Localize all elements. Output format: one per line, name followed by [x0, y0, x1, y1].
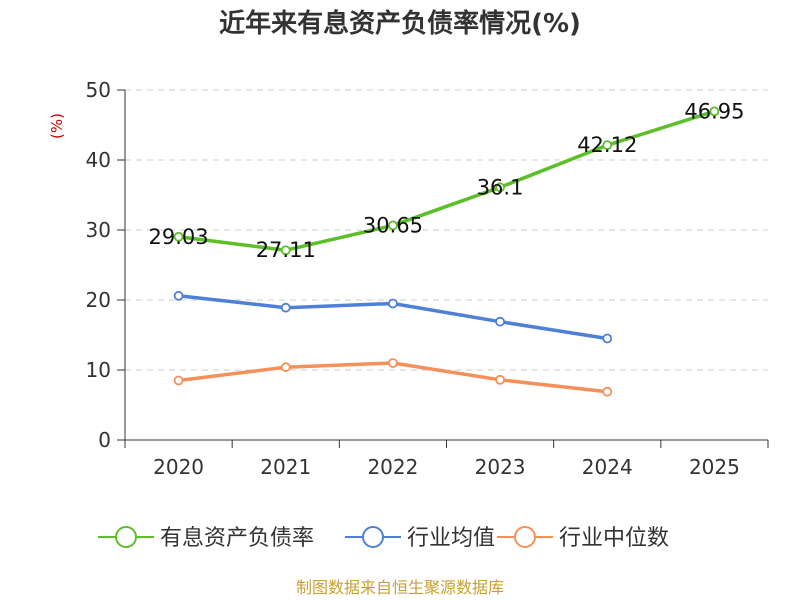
series-0-point	[280, 245, 291, 256]
data-label-layer: 29.03 27.11 30.65 36.1 42.12 46.95	[149, 99, 745, 262]
data-label: 30.65	[363, 213, 423, 237]
series-1-point	[602, 333, 613, 344]
legend-label: 行业中位数	[559, 526, 669, 551]
series-layer	[173, 106, 720, 397]
data-label: 27.11	[256, 238, 316, 262]
x-tick-label: 2023	[475, 455, 526, 479]
y-tick-label: 20	[86, 288, 111, 312]
data-label: 29.03	[149, 225, 209, 249]
legend-swatch-marker	[514, 526, 536, 548]
legend-label: 有息资产负债率	[160, 526, 314, 551]
series-2-point	[602, 386, 613, 397]
y-tick-label: 10	[86, 358, 111, 382]
series-1-point	[280, 302, 291, 313]
series-1-point	[495, 316, 505, 327]
legend: 有息资产负债率 行业均值 行业中位数	[98, 526, 669, 551]
x-tick-label: 2022	[367, 455, 418, 479]
grid-layer	[125, 89, 768, 371]
series-line-0	[178, 109, 715, 252]
legend-swatch-marker	[362, 526, 384, 548]
series-0-point	[388, 220, 398, 231]
series-0-point	[709, 106, 720, 117]
legend-label: 行业均值	[407, 526, 495, 551]
y-tick-label: 50	[86, 78, 111, 102]
series-2-point	[388, 358, 398, 368]
data-label: 42.12	[577, 133, 637, 157]
series-0-point	[602, 140, 613, 151]
x-tick-label: 2025	[689, 455, 740, 479]
y-tick-label: 40	[86, 148, 111, 172]
axis-layer: 0 10 20 30 40 50 2020 2021 2022 2023 2024 2025	[86, 78, 769, 479]
series-0-point	[173, 231, 184, 242]
y-axis-label: (%)	[48, 113, 66, 139]
legend-swatch-marker	[115, 526, 137, 548]
x-tick-label: 2021	[260, 455, 311, 479]
y-tick-label: 0	[98, 428, 111, 452]
series-2-point	[280, 362, 291, 373]
series-1-point	[173, 290, 184, 301]
series-2-point	[495, 374, 505, 385]
series-1-point	[388, 298, 398, 309]
data-label: 36.1	[477, 175, 524, 199]
x-tick-label: 2020	[153, 455, 204, 479]
x-tick-label: 2024	[582, 455, 633, 479]
source-note: 制图数据来自恒生聚源数据库	[296, 578, 504, 597]
y-tick-label: 30	[86, 218, 111, 242]
series-0-point	[495, 182, 505, 193]
series-2-point	[173, 375, 184, 386]
data-label: 46.95	[684, 99, 744, 123]
chart-title: 近年来有息资产负债率情况(%)	[219, 8, 581, 39]
